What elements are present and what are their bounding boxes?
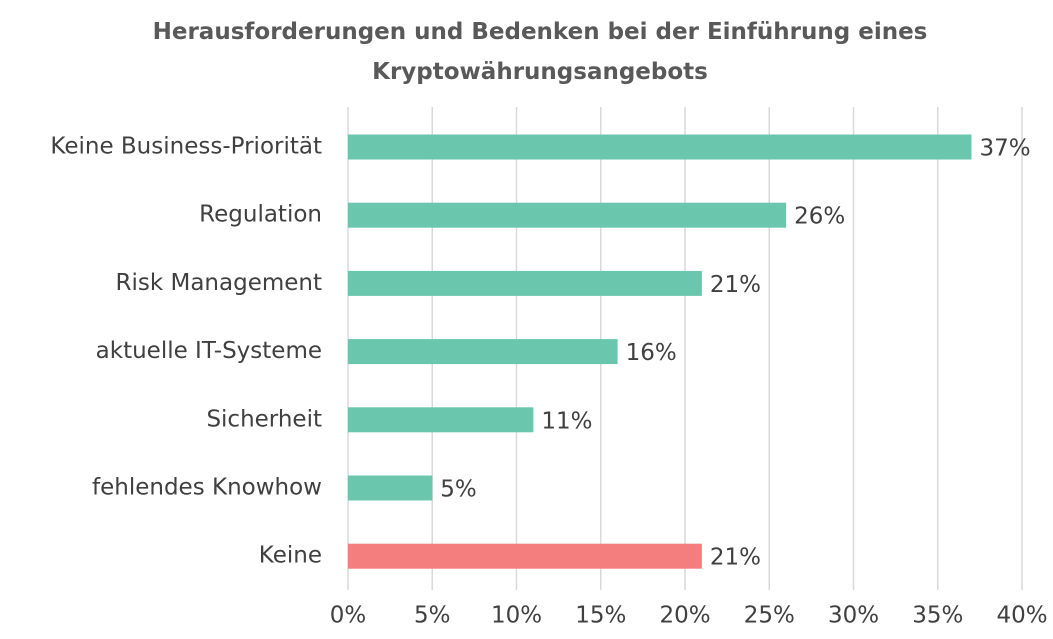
y-tick-label: Keine Business-Priorität xyxy=(50,134,322,160)
bar xyxy=(348,475,433,501)
y-tick-label: Regulation xyxy=(199,202,322,228)
x-tick-label: 30% xyxy=(828,603,879,629)
value-label: 16% xyxy=(626,340,677,366)
value-label: 5% xyxy=(440,477,477,503)
value-label: 11% xyxy=(541,408,592,434)
bar xyxy=(348,407,534,433)
x-tick-label: 15% xyxy=(575,603,626,629)
chart-title: Herausforderungen und Bedenken bei der E… xyxy=(152,19,928,85)
value-label: 37% xyxy=(979,136,1030,162)
x-tick-label: 20% xyxy=(659,603,710,629)
x-tick-label: 25% xyxy=(744,603,795,629)
y-tick-label: Sicherheit xyxy=(206,406,322,432)
bar xyxy=(348,202,787,228)
value-label: 21% xyxy=(710,545,761,571)
value-label: 21% xyxy=(710,272,761,298)
bar xyxy=(348,134,972,160)
value-label: 26% xyxy=(794,204,845,230)
y-tick-label: Keine xyxy=(259,543,322,569)
y-tick-label: Risk Management xyxy=(116,270,323,296)
x-tick-label: 5% xyxy=(414,603,451,629)
y-tick-label: aktuelle IT-Systeme xyxy=(96,338,322,364)
bar xyxy=(348,270,702,296)
bar xyxy=(348,339,618,365)
x-tick-label: 0% xyxy=(330,603,367,629)
x-tick-label: 35% xyxy=(912,603,963,629)
x-tick-label: 40% xyxy=(996,603,1047,629)
bar xyxy=(348,543,702,569)
y-tick-label: fehlendes Knowhow xyxy=(92,475,322,501)
x-tick-label: 10% xyxy=(491,603,542,629)
